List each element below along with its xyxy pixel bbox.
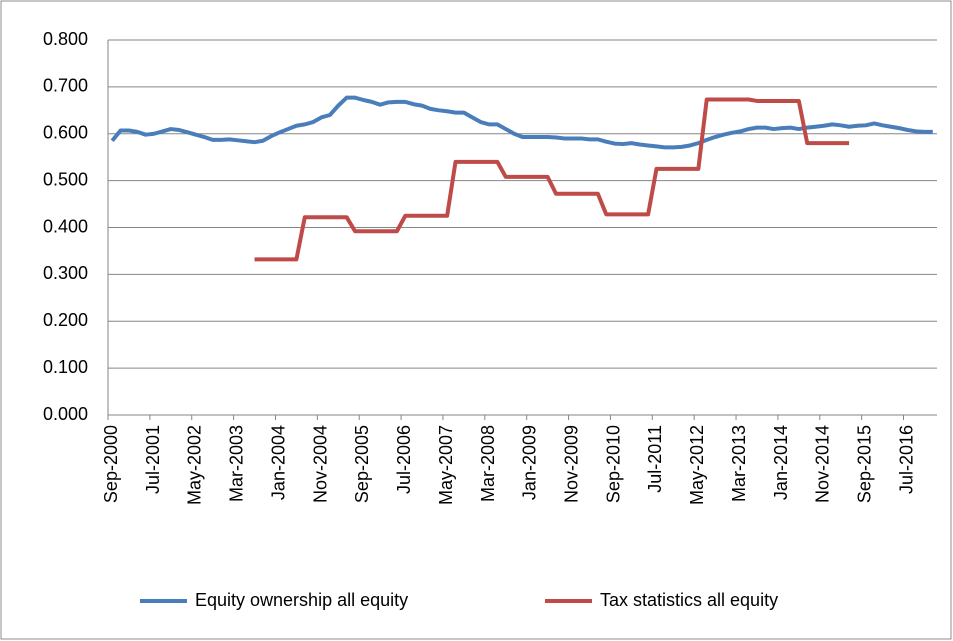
x-tick-label: Jan-2004 — [268, 425, 288, 500]
series-line — [254, 97, 850, 262]
y-tick-label: 0.200 — [43, 310, 88, 330]
y-tick-label: 0.100 — [43, 357, 88, 377]
x-tick-label: Jul-2016 — [896, 425, 916, 494]
y-tick-label: 0.300 — [43, 263, 88, 283]
x-tick-label: May-2012 — [687, 425, 707, 505]
x-tick-label: Sep-2005 — [352, 425, 372, 503]
y-tick-label: 0.400 — [43, 216, 88, 236]
legend-label: Tax statistics all equity — [600, 590, 778, 610]
x-tick-label: Jul-2001 — [143, 425, 163, 494]
x-tick-label: Nov-2014 — [813, 425, 833, 503]
x-tick-label: Sep-2010 — [603, 425, 623, 503]
x-tick-label: May-2002 — [185, 425, 205, 505]
x-tick-label: Mar-2013 — [729, 425, 749, 502]
x-tick-label: Jul-2011 — [645, 425, 665, 493]
x-tick-label: Mar-2008 — [478, 425, 498, 502]
y-tick-label: 0.800 — [43, 29, 88, 49]
x-tick-label: Jul-2006 — [394, 425, 414, 494]
x-tick-label: Nov-2004 — [310, 425, 330, 503]
x-tick-label: Mar-2003 — [227, 425, 247, 502]
x-tick-label: Sep-2000 — [101, 425, 121, 503]
legend-label: Equity ownership all equity — [195, 590, 408, 610]
x-tick-label: May-2007 — [436, 425, 456, 505]
x-tick-label: Jan-2014 — [771, 425, 791, 500]
x-tick-label: Nov-2009 — [561, 425, 581, 503]
y-tick-label: 0.700 — [43, 76, 88, 96]
y-tick-label: 0.600 — [43, 123, 88, 143]
series-line — [110, 95, 933, 150]
x-tick-label: Jan-2009 — [520, 425, 540, 500]
y-tick-label: 0.500 — [43, 169, 88, 189]
y-tick-label: 0.000 — [43, 404, 88, 424]
x-tick-label: Sep-2015 — [855, 425, 875, 503]
